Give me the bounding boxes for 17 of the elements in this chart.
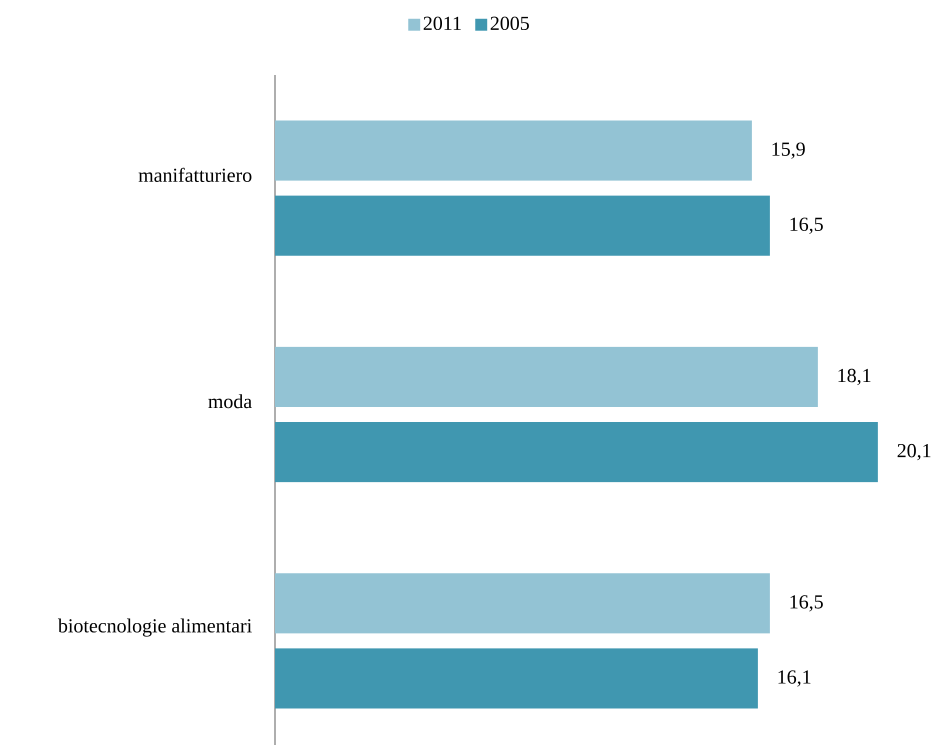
data-label: 16,5 (790, 595, 823, 612)
legend-label: 2011 (424, 16, 461, 30)
bar (275, 422, 878, 482)
bar (275, 574, 770, 634)
bar (275, 648, 758, 709)
y-tick-label: biotecnologie alimentari (58, 618, 252, 637)
bar (275, 347, 818, 408)
data-label: 18,1 (838, 369, 870, 386)
legend-label: 2005 (490, 16, 529, 30)
data-label: 16,5 (790, 218, 823, 234)
y-tick-label: manifatturiero (138, 168, 252, 182)
data-label: 15,9 (772, 142, 805, 159)
data-label: 20,1 (898, 444, 930, 460)
y-tick-label: moda (208, 394, 252, 408)
bar (275, 196, 770, 256)
data-label: 16,1 (778, 670, 810, 687)
bar (275, 120, 752, 181)
